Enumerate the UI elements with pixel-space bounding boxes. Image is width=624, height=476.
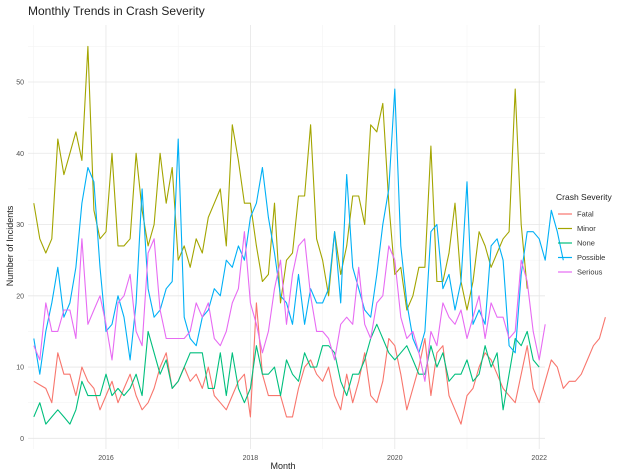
x-axis-title: Month <box>270 461 295 471</box>
series-line-serious <box>33 231 546 382</box>
series-line-minor <box>33 45 528 311</box>
legend-label-minor: Minor <box>577 224 596 233</box>
legend-label-none: None <box>577 239 595 248</box>
y-tick-label: 20 <box>16 293 24 300</box>
y-tick-label: 40 <box>16 151 24 158</box>
legend-label-serious: Serious <box>577 268 603 277</box>
y-tick-label: 10 <box>16 365 24 372</box>
series-line-fatal <box>33 302 606 425</box>
legend: Crash Severity Fatal Minor None Possible Ser… <box>556 192 612 277</box>
y-tick-label: 0 <box>20 436 24 443</box>
y-tick-label: 50 <box>16 80 24 87</box>
x-tick-label: 2022 <box>531 455 547 462</box>
y-axis-ticks: 0 10 20 30 40 50 <box>16 80 24 443</box>
legend-title: Crash Severity <box>556 192 612 202</box>
chart-title: Monthly Trends in Crash Severity <box>28 4 205 18</box>
x-tick-label: 2018 <box>243 455 259 462</box>
x-axis-ticks: 2016 2018 2020 2022 <box>98 455 547 462</box>
series-line-possible <box>33 88 564 375</box>
series-line-none <box>33 323 540 425</box>
x-tick-label: 2016 <box>98 455 114 462</box>
x-tick-label: 2020 <box>387 455 403 462</box>
legend-label-possible: Possible <box>577 253 605 262</box>
grid <box>28 25 545 449</box>
y-axis-title: Number of Incidents <box>5 205 15 286</box>
y-tick-label: 30 <box>16 222 24 229</box>
legend-label-fatal: Fatal <box>577 210 594 219</box>
series-layer <box>33 45 606 425</box>
